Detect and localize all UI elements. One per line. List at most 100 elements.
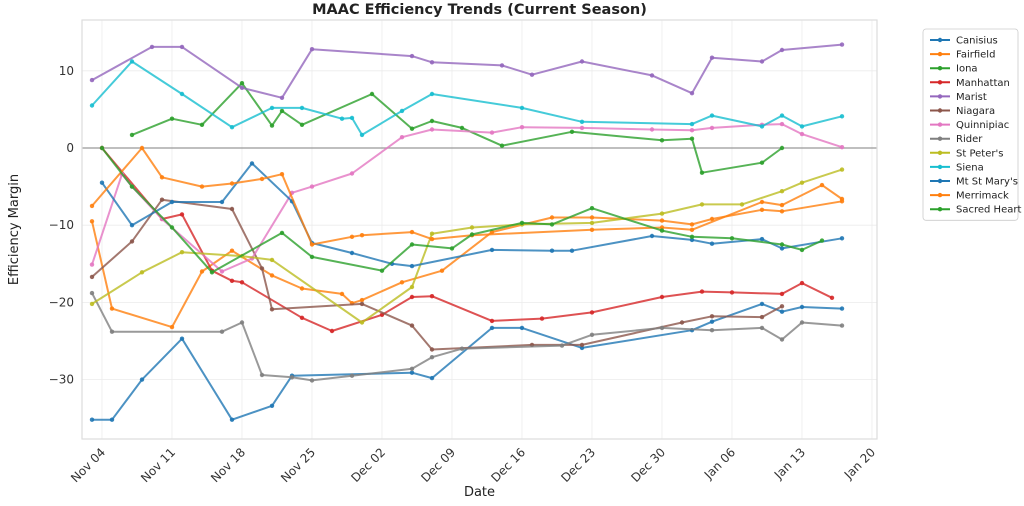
data-point-sacred-heart: [169, 225, 175, 230]
data-point-quinnipiac: [709, 125, 715, 131]
data-point-quinnipiac: [399, 135, 405, 140]
y-axis-title: Efficiency Margin: [7, 174, 22, 285]
data-point-niagara: [759, 314, 765, 320]
data-point-siena: [229, 125, 235, 130]
data-point-siena: [689, 121, 695, 127]
series-marist: [89, 42, 845, 101]
data-point-iona: [699, 170, 705, 175]
legend-label: Iona: [956, 64, 978, 75]
x-axis-title: Date: [464, 485, 495, 500]
data-point-manhattan: [659, 294, 665, 300]
data-point-quinnipiac: [519, 125, 525, 130]
legend-marker: [937, 108, 943, 113]
data-point-sacred-heart: [799, 247, 805, 253]
data-point-sacred-heart: [99, 145, 105, 151]
data-point-sacred-heart: [659, 228, 665, 233]
series-rider: [89, 290, 845, 383]
data-point-rider: [709, 328, 715, 333]
data-point-iona: [169, 116, 175, 121]
legend-item-sacred-heart: Sacred Heart: [930, 205, 1021, 216]
legend-item-marist: Marist: [930, 92, 987, 103]
legend-label: Mt St Mary's: [956, 177, 1018, 188]
data-point-manhattan: [409, 294, 415, 300]
data-point-siena: [269, 105, 275, 111]
data-point-sacred-heart: [279, 230, 285, 236]
legend-marker: [937, 178, 943, 184]
data-point-marist: [179, 44, 185, 50]
data-point-iona: [759, 160, 765, 165]
data-point-rider: [309, 378, 315, 383]
data-point-merrimack: [199, 184, 205, 189]
data-point-sacred-heart: [409, 242, 415, 247]
legend-marker: [937, 66, 943, 71]
data-point-fairfield: [89, 219, 95, 224]
series-iona: [129, 81, 785, 175]
legend-box: [922, 28, 1019, 221]
data-point-st-peter-s: [739, 202, 745, 207]
data-point-merrimack: [279, 172, 285, 177]
data-point-fairfield: [169, 324, 175, 330]
data-point-rider: [259, 372, 265, 378]
data-point-manhattan: [729, 290, 735, 295]
data-point-st-peter-s: [359, 320, 365, 325]
legend-item-rider: Rider: [930, 134, 983, 145]
data-point-st-peter-s: [659, 211, 665, 216]
data-point-rider: [239, 320, 245, 325]
data-point-iona: [239, 81, 245, 86]
data-point-marist: [689, 91, 695, 96]
data-point-marist: [579, 59, 585, 64]
data-point-siena: [709, 113, 715, 118]
data-point-sacred-heart: [729, 236, 735, 241]
data-point-st-peter-s: [409, 284, 415, 290]
data-point-sacred-heart: [549, 222, 555, 227]
data-point-rider: [839, 323, 845, 328]
series-merrimack: [89, 145, 845, 247]
data-point-rider: [459, 346, 465, 351]
legend-label: Canisius: [956, 36, 998, 47]
legend-marker: [937, 192, 943, 198]
legend-marker: [937, 122, 943, 127]
data-point-canisius: [489, 325, 495, 331]
legend-item-niagara: Niagara: [930, 106, 995, 117]
data-point-manhattan: [589, 310, 595, 315]
data-point-quinnipiac: [309, 184, 315, 189]
data-point-fairfield: [659, 218, 665, 223]
y-tick-label: 0: [66, 141, 74, 155]
data-point-marist: [309, 47, 315, 52]
data-point-sacred-heart: [779, 242, 785, 247]
data-point-rider: [89, 290, 95, 296]
data-point-quinnipiac: [689, 128, 695, 133]
data-point-merrimack: [839, 196, 845, 202]
legend-item-mt-st-mary-s: Mt St Mary's: [930, 177, 1018, 188]
data-point-manhattan: [539, 316, 545, 321]
data-point-marist: [649, 73, 655, 78]
data-point-fairfield: [759, 207, 765, 212]
data-point-fairfield: [549, 215, 555, 220]
data-point-siena: [399, 108, 405, 114]
data-point-fairfield: [199, 269, 205, 274]
legend-marker: [937, 51, 943, 57]
legend-item-merrimack: Merrimack: [930, 191, 1009, 202]
data-point-rider: [349, 373, 355, 378]
data-point-marist: [279, 95, 285, 101]
data-point-merrimack: [359, 233, 365, 238]
data-point-merrimack: [429, 236, 435, 242]
data-point-canisius: [519, 325, 525, 331]
data-point-st-peter-s: [469, 225, 475, 230]
data-point-st-peter-s: [179, 250, 185, 255]
x-tick-label: Dec 16: [488, 445, 528, 485]
legend-item-quinnipiac: Quinnipiac: [930, 120, 1009, 131]
series-quinnipiac: [89, 121, 845, 274]
data-point-mt-st-mary-s: [169, 199, 175, 205]
data-point-fairfield: [109, 306, 115, 311]
data-point-niagara: [359, 301, 365, 307]
data-point-merrimack: [759, 199, 765, 205]
x-tick-label: Dec 30: [628, 445, 668, 485]
data-point-quinnipiac: [649, 127, 655, 132]
data-point-iona: [499, 143, 505, 148]
data-point-marist: [429, 60, 435, 65]
legend-label: St Peter's: [956, 148, 1003, 159]
data-point-iona: [269, 123, 275, 128]
series-layer: [89, 42, 845, 422]
data-point-merrimack: [409, 229, 415, 235]
